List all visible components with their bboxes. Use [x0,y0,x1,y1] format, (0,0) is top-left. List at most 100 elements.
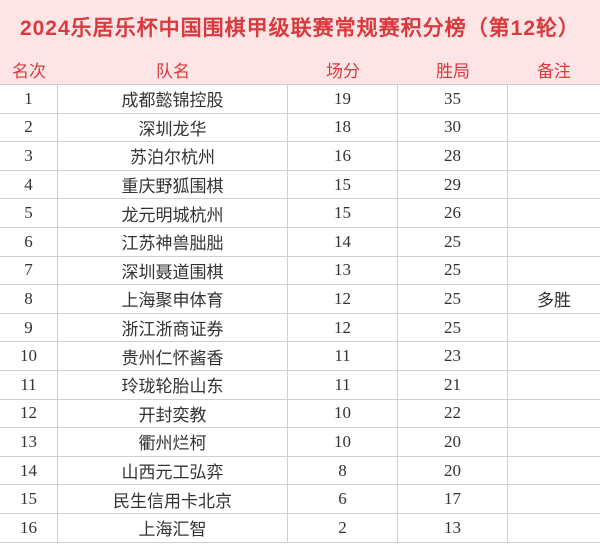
cell-rank: 15 [0,485,58,513]
cell-rank: 2 [0,114,58,142]
cell-note [508,85,600,113]
cell-team: 山西元工弘弈 [58,457,288,485]
cell-wins: 13 [398,514,508,542]
cell-points: 19 [288,85,398,113]
cell-rank: 10 [0,342,58,370]
table-row: 15民生信用卡北京617 [0,485,600,514]
cell-note [508,371,600,399]
cell-team: 成都懿锦控股 [58,85,288,113]
cell-points: 11 [288,371,398,399]
table-row: 1成都懿锦控股1935 [0,85,600,114]
cell-note [508,457,600,485]
cell-note [508,314,600,342]
cell-rank: 14 [0,457,58,485]
cell-note [508,400,600,428]
table-header: 名次 队名 场分 胜局 备注 [0,54,600,84]
cell-team: 苏泊尔杭州 [58,142,288,170]
cell-team: 开封奕教 [58,400,288,428]
table-row: 14山西元工弘弈820 [0,457,600,486]
cell-team: 上海聚申体育 [58,285,288,313]
table-row: 3苏泊尔杭州1628 [0,142,600,171]
cell-wins: 17 [398,485,508,513]
page-title: 2024乐居乐杯中国围棋甲级联赛常规赛积分榜（第12轮） [0,0,600,54]
cell-wins: 25 [398,285,508,313]
table-row: 2深圳龙华1830 [0,114,600,143]
cell-wins: 23 [398,342,508,370]
table-row: 5龙元明城杭州1526 [0,199,600,228]
cell-note [508,342,600,370]
cell-team: 江苏神兽朏朏 [58,228,288,256]
cell-points: 8 [288,457,398,485]
cell-note [508,428,600,456]
cell-wins: 21 [398,371,508,399]
col-header-team: 队名 [58,54,288,84]
cell-points: 12 [288,285,398,313]
cell-wins: 25 [398,257,508,285]
cell-rank: 3 [0,142,58,170]
table-row: 6江苏神兽朏朏1425 [0,228,600,257]
cell-team: 浙江浙商证券 [58,314,288,342]
cell-points: 15 [288,199,398,227]
cell-team: 深圳龙华 [58,114,288,142]
cell-team: 贵州仁怀酱香 [58,342,288,370]
cell-rank: 9 [0,314,58,342]
col-header-rank: 名次 [0,54,58,84]
table-row: 7深圳聂道围棋1325 [0,257,600,286]
table-row: 8上海聚申体育1225多胜 [0,285,600,314]
cell-team: 龙元明城杭州 [58,199,288,227]
cell-team: 玲珑轮胎山东 [58,371,288,399]
table-row: 16上海汇智213 [0,514,600,543]
cell-wins: 25 [398,228,508,256]
col-header-wins: 胜局 [398,54,508,84]
cell-rank: 11 [0,371,58,399]
cell-note [508,485,600,513]
cell-points: 14 [288,228,398,256]
cell-points: 10 [288,428,398,456]
cell-note [508,199,600,227]
cell-points: 12 [288,314,398,342]
table-row: 4重庆野狐围棋1529 [0,171,600,200]
table-row: 12开封奕教1022 [0,400,600,429]
cell-wins: 20 [398,457,508,485]
cell-team: 重庆野狐围棋 [58,171,288,199]
cell-note [508,257,600,285]
cell-note [508,114,600,142]
cell-team: 深圳聂道围棋 [58,257,288,285]
cell-rank: 16 [0,514,58,542]
cell-note [508,142,600,170]
col-header-points: 场分 [288,54,398,84]
cell-points: 6 [288,485,398,513]
cell-wins: 35 [398,85,508,113]
cell-wins: 28 [398,142,508,170]
table-body: 1成都懿锦控股19352深圳龙华18303苏泊尔杭州16284重庆野狐围棋152… [0,84,600,543]
cell-wins: 20 [398,428,508,456]
cell-note [508,514,600,542]
cell-note [508,171,600,199]
cell-rank: 4 [0,171,58,199]
cell-points: 18 [288,114,398,142]
cell-points: 16 [288,142,398,170]
cell-team: 上海汇智 [58,514,288,542]
cell-wins: 22 [398,400,508,428]
cell-rank: 6 [0,228,58,256]
cell-team: 衢州烂柯 [58,428,288,456]
cell-points: 2 [288,514,398,542]
cell-note: 多胜 [508,285,600,313]
cell-points: 13 [288,257,398,285]
cell-team: 民生信用卡北京 [58,485,288,513]
cell-rank: 1 [0,85,58,113]
cell-rank: 8 [0,285,58,313]
cell-wins: 26 [398,199,508,227]
cell-wins: 29 [398,171,508,199]
cell-rank: 7 [0,257,58,285]
cell-points: 15 [288,171,398,199]
cell-note [508,228,600,256]
table-row: 11玲珑轮胎山东1121 [0,371,600,400]
cell-rank: 13 [0,428,58,456]
cell-points: 10 [288,400,398,428]
table-row: 9浙江浙商证券1225 [0,314,600,343]
cell-wins: 30 [398,114,508,142]
cell-rank: 12 [0,400,58,428]
cell-rank: 5 [0,199,58,227]
cell-wins: 25 [398,314,508,342]
